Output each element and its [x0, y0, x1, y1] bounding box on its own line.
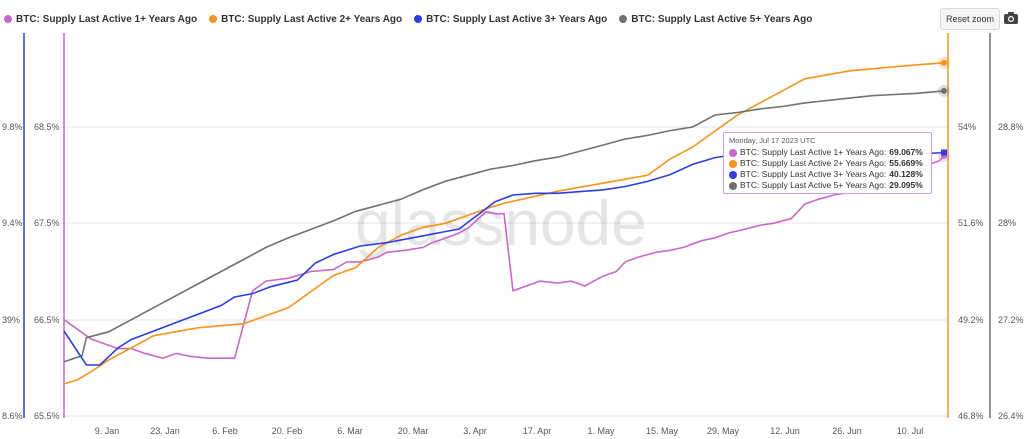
x-tick-12: 26. Jun: [832, 426, 862, 436]
x-tick-8: 1. May: [587, 426, 615, 436]
legend-label-1y: BTC: Supply Last Active 1+ Years Ago: [16, 13, 198, 25]
watermark: glassnode: [355, 187, 647, 259]
y-tick-right-inner-3: 54%: [958, 122, 976, 132]
tooltip-value-2y: 55.669%: [889, 158, 923, 168]
y-tick-left-outer-2: 9.4%: [2, 218, 23, 228]
y-tick-left-outer-3: 9.8%: [2, 122, 23, 132]
y-tick-left-outer-1: 39%: [2, 315, 20, 325]
tooltip-value-5y: 29.095%: [889, 180, 923, 190]
tooltip-row-1y: BTC: Supply Last Active 1+ Years Ago: 69…: [729, 147, 926, 158]
series-line-2: [63, 90, 945, 363]
y-tick-left-inner-0: 65.5%: [34, 411, 60, 421]
y-tick-right-outer-1: 27.2%: [998, 315, 1024, 325]
reset-zoom-button[interactable]: Reset zoom: [940, 8, 1000, 30]
x-tick-7: 17. Apr: [523, 426, 552, 436]
x-tick-9: 15. May: [646, 426, 679, 436]
y-tick-left-inner-1: 66.5%: [34, 315, 60, 325]
y-tick-right-outer-2: 28%: [998, 218, 1016, 228]
x-tick-4: 6. Mar: [337, 426, 363, 436]
tooltip-row-5y: BTC: Supply Last Active 5+ Years Ago: 29…: [729, 180, 926, 191]
tooltip-date: Monday, Jul 17 2023 UTC: [729, 136, 816, 145]
end-markers: [938, 56, 950, 162]
legend-item-2y[interactable]: BTC: Supply Last Active 2+ Years Ago: [209, 10, 402, 28]
series-line-0: [63, 155, 945, 360]
x-tick-3: 20. Feb: [272, 426, 303, 436]
y-tick-right-outer-0: 26.4%: [998, 411, 1024, 421]
x-tick-11: 12. Jun: [770, 426, 800, 436]
tooltip-marker-3y: [729, 170, 737, 179]
x-tick-5: 20. Mar: [398, 426, 429, 436]
tooltip-label-2y: BTC: Supply Last Active 2+ Years Ago:: [740, 158, 887, 168]
tooltip-marker-1y: [729, 148, 737, 157]
y-tick-right-outer-3: 28.8%: [998, 122, 1024, 132]
x-tick-0: 9. Jan: [95, 426, 120, 436]
tick-labels: 8.6% 39% 9.4% 9.8% 65.5% 66.5% 67.5% 68.5% 46.8%…: [2, 122, 1024, 436]
tooltip-label-1y: BTC: Supply Last Active 1+ Years Ago:: [740, 147, 887, 157]
tooltip-row-2y: BTC: Supply Last Active 2+ Years Ago: 55…: [729, 158, 926, 169]
x-tick-2: 6. Feb: [212, 426, 238, 436]
chart-legend: BTC: Supply Last Active 1+ Years Ago BTC…: [4, 10, 812, 28]
y-tick-right-inner-1: 49.2%: [958, 315, 984, 325]
legend-label-3y: BTC: Supply Last Active 3+ Years Ago: [426, 13, 608, 25]
end-marker-2: [941, 87, 947, 94]
axes: [23, 33, 991, 418]
x-tick-6: 3. Apr: [463, 426, 487, 436]
tooltip-label-3y: BTC: Supply Last Active 3+ Years Ago:: [740, 169, 887, 179]
tooltip-row-3y: BTC: Supply Last Active 3+ Years Ago: 40…: [729, 169, 926, 180]
tooltip-value-1y: 69.067%: [889, 147, 923, 157]
tooltip-marker-5y: [729, 181, 737, 190]
legend-item-1y[interactable]: BTC: Supply Last Active 1+ Years Ago: [4, 10, 197, 28]
end-marker-3y: [941, 149, 947, 156]
tooltip-label-5y: BTC: Supply Last Active 5+ Years Ago:: [740, 180, 887, 190]
y-tick-left-outer-0: 8.6%: [2, 411, 23, 421]
y-tick-right-inner-0: 46.8%: [958, 411, 984, 421]
legend-item-3y[interactable]: BTC: Supply Last Active 3+ Years Ago: [414, 10, 607, 28]
camera-icon[interactable]: [1003, 10, 1019, 26]
legend-marker-1y: [4, 15, 12, 23]
x-tick-1: 23. Jan: [150, 426, 180, 436]
tooltip-marker-2y: [729, 159, 737, 168]
legend-marker-2y: [209, 15, 218, 23]
y-tick-left-inner-2: 67.5%: [34, 218, 60, 228]
grid-lines: [64, 126, 948, 417]
x-tick-10: 29. May: [707, 426, 740, 436]
y-tick-left-inner-3: 68.5%: [34, 122, 60, 132]
legend-item-5y[interactable]: BTC: Supply Last Active 5+ Years Ago: [619, 10, 812, 28]
legend-marker-5y: [619, 15, 628, 23]
legend-marker-3y: [414, 15, 423, 23]
legend-label-2y: BTC: Supply Last Active 2+ Years Ago: [221, 13, 403, 25]
y-tick-right-inner-2: 51.6%: [958, 218, 984, 228]
x-tick-13: 10. Jul: [897, 426, 924, 436]
series-line-1: [63, 62, 945, 385]
legend-label-5y: BTC: Supply Last Active 5+ Years Ago: [631, 13, 813, 25]
tooltip: Monday, Jul 17 2023 UTC BTC: Supply Last…: [723, 132, 932, 194]
tooltip-value-3y: 40.128%: [889, 169, 923, 179]
end-marker-1: [941, 59, 947, 66]
